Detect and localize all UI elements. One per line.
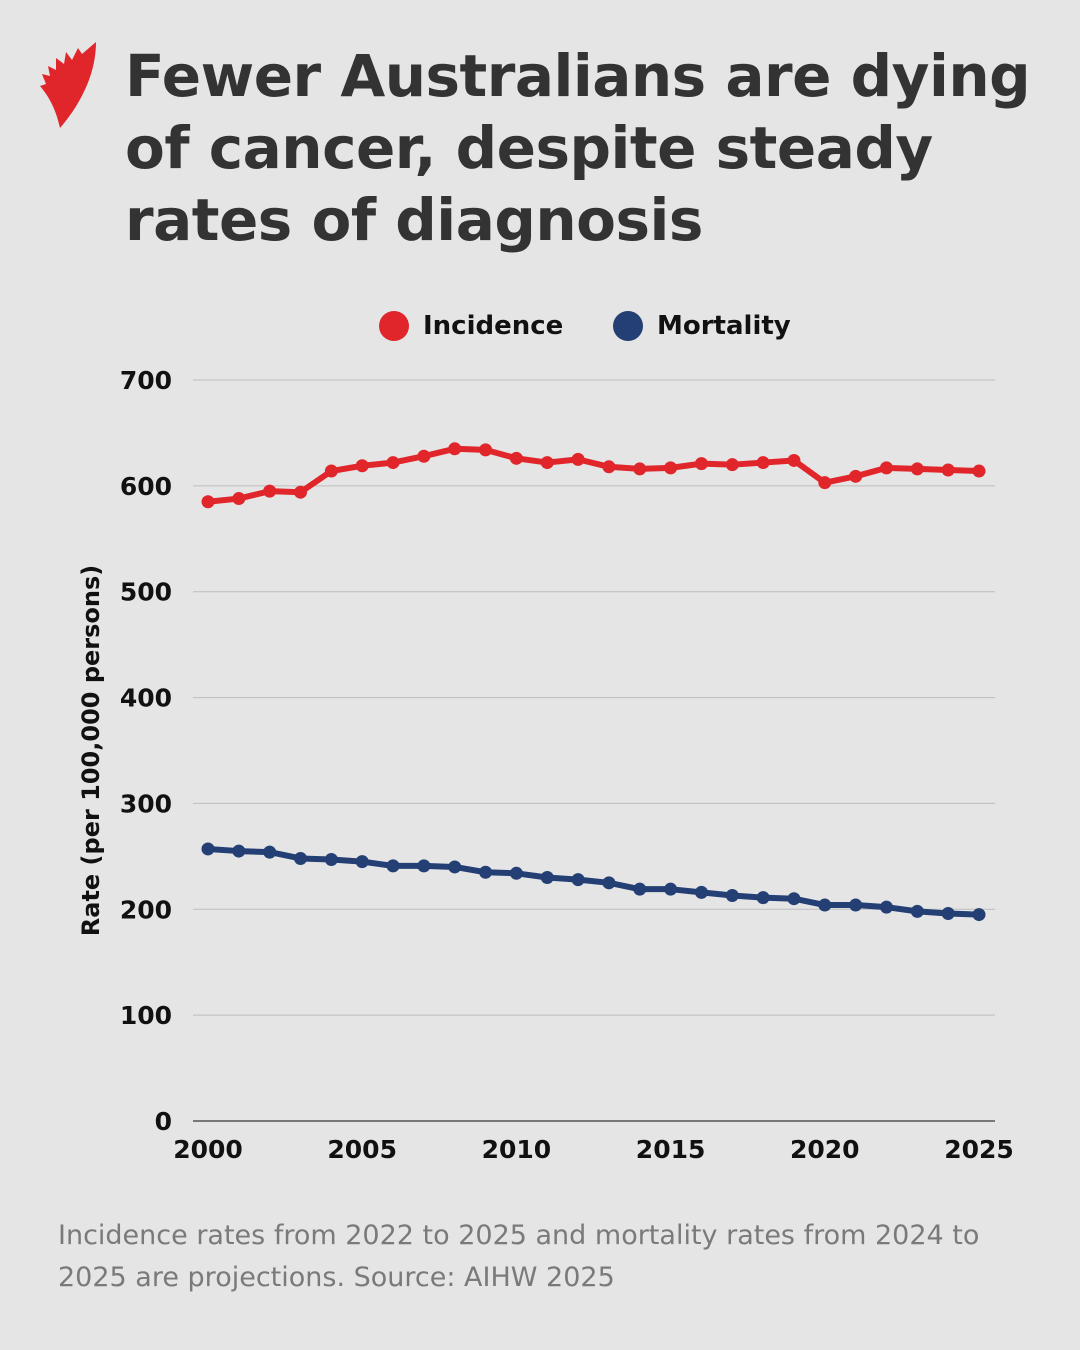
data-point (571, 873, 585, 887)
series-line-incidence (207, 445, 980, 505)
legend-label: Mortality (657, 311, 791, 341)
data-point (294, 485, 308, 499)
chart-title: Fewer Australians are dying of cancer, d… (125, 42, 1031, 254)
data-point (694, 457, 708, 471)
data-point (910, 462, 924, 476)
y-axis-label: Rate (per 100,000 persons) (77, 565, 105, 936)
data-point (386, 456, 400, 470)
data-point (787, 453, 801, 467)
data-point (879, 900, 893, 914)
x-tick-label: 2010 (482, 1135, 552, 1164)
data-point (756, 456, 770, 470)
legend-marker-incidence (379, 311, 409, 341)
y-tick-label: 600 (120, 472, 172, 501)
data-point (448, 442, 462, 456)
y-tick-label: 500 (120, 578, 172, 607)
data-point (972, 464, 986, 478)
data-point (448, 860, 462, 874)
data-point (294, 851, 308, 865)
x-tick-label: 2020 (790, 1135, 860, 1164)
data-point (417, 859, 431, 873)
line-chart: 0 100 200 300 400 500 600 700 2000 2005 2010 2015 20… (77, 311, 1014, 1164)
legend-marker-mortality (613, 311, 643, 341)
y-tick-label: 400 (120, 684, 172, 713)
x-tick-label: 2005 (327, 1135, 397, 1164)
sbs-logo (40, 42, 96, 128)
y-tick-label: 0 (155, 1107, 172, 1136)
data-point (355, 459, 369, 473)
data-point (602, 876, 616, 890)
data-point (263, 845, 277, 859)
data-point (664, 882, 678, 896)
data-point (818, 898, 832, 912)
data-point (910, 904, 924, 918)
data-point (787, 892, 801, 906)
x-tick-label: 2000 (173, 1135, 243, 1164)
x-tick-label: 2025 (944, 1135, 1014, 1164)
data-point (694, 885, 708, 899)
series-line-mortality (207, 845, 980, 918)
data-point (479, 865, 493, 879)
data-point (386, 859, 400, 873)
y-tick-label: 300 (120, 789, 172, 818)
data-point (725, 889, 739, 903)
data-point (509, 451, 523, 465)
y-tick-label: 100 (120, 1001, 172, 1030)
data-point (232, 492, 246, 506)
data-point (355, 855, 369, 869)
data-point (479, 443, 493, 457)
data-point (633, 462, 647, 476)
x-tick-label: 2015 (636, 1135, 706, 1164)
data-point (509, 866, 523, 880)
data-point (941, 463, 955, 477)
data-point (633, 882, 647, 896)
footnote: Incidence rates from 2022 to 2025 and mo… (58, 1220, 980, 1293)
data-point (540, 456, 554, 470)
data-point (571, 452, 585, 466)
legend-label: Incidence (423, 311, 563, 341)
data-point (232, 844, 246, 858)
data-point (324, 464, 338, 478)
data-point (725, 458, 739, 472)
data-point (849, 898, 863, 912)
data-point (972, 908, 986, 922)
y-tick-label: 700 (120, 366, 172, 395)
data-point (602, 460, 616, 474)
data-point (756, 891, 770, 905)
data-point (879, 461, 893, 475)
data-point (818, 476, 832, 490)
data-point (263, 484, 277, 498)
data-point (849, 469, 863, 483)
data-point (201, 842, 215, 856)
data-point (324, 853, 338, 867)
data-point (201, 495, 215, 509)
data-point (417, 449, 431, 463)
data-point (540, 871, 554, 885)
data-point (941, 907, 955, 921)
y-tick-label: 200 (120, 895, 172, 924)
data-point (664, 461, 678, 475)
